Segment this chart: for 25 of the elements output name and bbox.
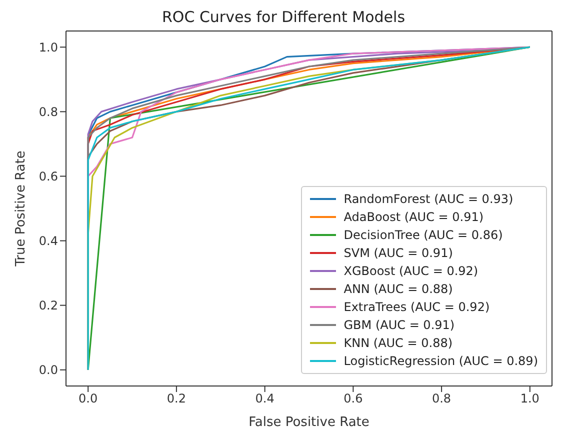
chart-title: ROC Curves for Different Models xyxy=(160,8,406,26)
x-tick-label: 0.0 xyxy=(78,392,98,406)
legend-label: XGBoost (AUC = 0.92) xyxy=(344,263,478,280)
legend-label: DecisionTree (AUC = 0.86) xyxy=(344,227,503,244)
y-tick-label: 0.0 xyxy=(38,363,58,378)
legend-label: ANN (AUC = 0.88) xyxy=(344,281,453,298)
x-tick-label: 0.4 xyxy=(255,392,274,406)
legend-label: ExtraTrees (AUC = 0.92) xyxy=(344,299,490,316)
y-tick-label: 0.4 xyxy=(38,234,58,248)
y-axis-title: True Positive Rate xyxy=(14,150,29,268)
legend-label: AdaBoost (AUC = 0.91) xyxy=(344,209,484,226)
legend-label: LogisticRegression (AUC = 0.89) xyxy=(344,353,538,370)
legend-label: RandomForest (AUC = 0.93) xyxy=(344,191,514,208)
x-axis-title: False Positive Rate xyxy=(248,415,370,430)
legend-label: SVM (AUC = 0.91) xyxy=(344,245,453,262)
legend-label: KNN (AUC = 0.88) xyxy=(344,335,453,352)
y-tick-label: 0.2 xyxy=(38,298,58,313)
y-tick-label: 0.6 xyxy=(38,169,58,184)
legend-label: GBM (AUC = 0.91) xyxy=(344,317,455,334)
x-tick-label: 0.2 xyxy=(166,392,186,406)
x-tick-label: 1.0 xyxy=(520,392,540,406)
x-tick-label: 0.6 xyxy=(344,392,363,406)
y-tick-label: 0.8 xyxy=(38,104,58,119)
y-tick-label: 1.0 xyxy=(38,40,58,54)
x-tick-label: 0.8 xyxy=(432,392,452,406)
